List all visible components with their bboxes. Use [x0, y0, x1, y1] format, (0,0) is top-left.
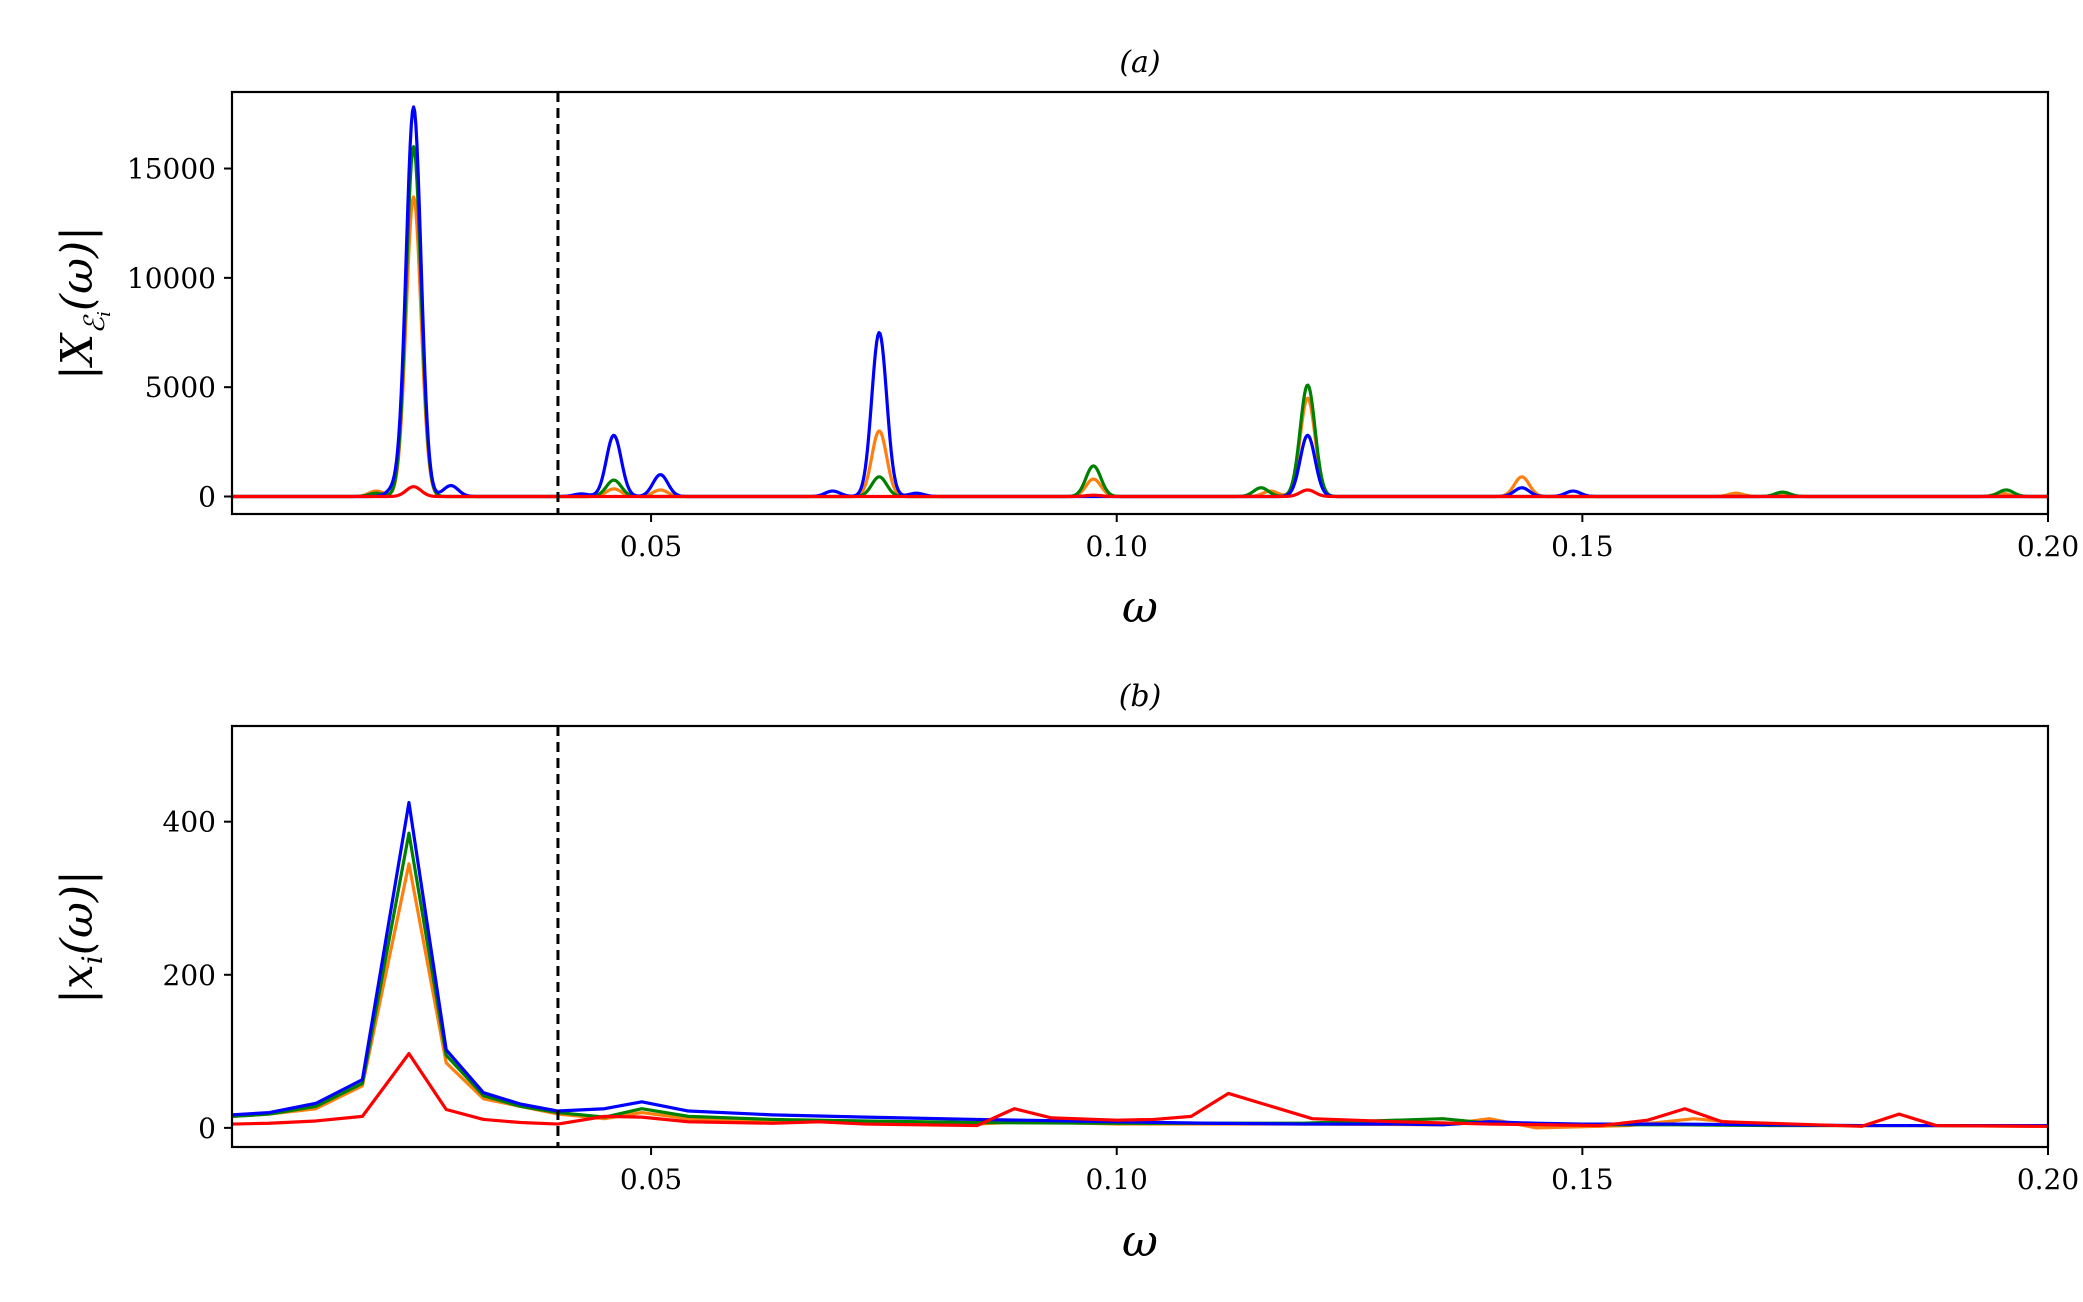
panel-b-xtick-label: 0.20	[2017, 1163, 2079, 1196]
panel-a-series-group	[232, 105, 2048, 499]
panel-a-series-2-line	[232, 105, 2048, 499]
panel-b-xtick-label: 0.15	[1551, 1163, 1613, 1196]
panel-a-xtick-label: 0.15	[1551, 530, 1613, 563]
panel-a-ytick-label: 10000	[127, 262, 216, 295]
panel-a-ylabel: |Xℰi(ω)|	[52, 226, 115, 380]
panel-b-series-0-line	[232, 862, 2048, 1130]
panel-a-ylabel-main: |X	[52, 332, 103, 380]
panel-a-title: (a)	[1119, 45, 1160, 80]
panel-b-ylabel: |xi(ω)|	[52, 870, 109, 1004]
panel-a-ylabel-tail: (ω)|	[52, 226, 103, 311]
panel-a: (a) 0.05 0.10 0.15 0.20 0 5000 10000 15000 ω |…	[52, 45, 2079, 633]
panel-b-xtick-label: 0.05	[620, 1163, 682, 1196]
panel-b-xtick-label: 0.10	[1086, 1163, 1148, 1196]
panel-b-x-ticks: 0.05 0.10 0.15 0.20	[620, 1147, 2079, 1196]
panel-b: (b) 0.05 0.10 0.15 0.20 0 200 400 ω |xi(ω)|	[52, 679, 2079, 1267]
panel-a-series-3-line	[232, 485, 2048, 499]
panel-b-ytick-label: 0	[198, 1112, 216, 1145]
panel-b-ylabel-sub: i	[76, 955, 109, 964]
panel-b-ylabel-main: |x	[52, 964, 103, 1004]
panel-b-series-1-line	[232, 831, 2048, 1128]
panel-b-series-2-line	[232, 800, 2048, 1128]
panel-b-y-ticks: 0 200 400	[163, 806, 232, 1145]
panel-a-ytick-label: 5000	[145, 371, 216, 404]
panel-b-title: (b)	[1119, 679, 1162, 714]
panel-b-ytick-label: 200	[163, 959, 216, 992]
panel-b-xlabel: ω	[1122, 1216, 1158, 1267]
panel-a-xtick-label: 0.10	[1086, 530, 1148, 563]
panel-a-series-0-line	[232, 195, 2048, 499]
panel-a-y-ticks: 0 5000 10000 15000	[127, 153, 232, 514]
panel-b-series-group	[232, 800, 2048, 1130]
panel-a-frame	[230, 90, 2050, 516]
panel-a-ytick-label: 0	[198, 481, 216, 514]
panel-a-xtick-label: 0.05	[620, 530, 682, 563]
panel-a-ylabel-subsub: i	[94, 311, 115, 317]
panel-b-series-3-line	[232, 1052, 2048, 1128]
panel-a-x-ticks: 0.05 0.10 0.15 0.20	[620, 514, 2079, 563]
panel-a-ylabel-sub: ℰ	[78, 314, 111, 334]
panel-a-xlabel: ω	[1122, 582, 1158, 633]
panel-a-series-1-line	[232, 145, 2048, 499]
panel-a-xtick-label: 0.20	[2017, 530, 2079, 563]
panel-b-ytick-label: 400	[163, 806, 216, 839]
panel-b-frame	[230, 724, 2050, 1149]
panel-b-ylabel-tail: (ω)|	[52, 870, 103, 955]
panel-a-ytick-label: 15000	[127, 153, 216, 186]
